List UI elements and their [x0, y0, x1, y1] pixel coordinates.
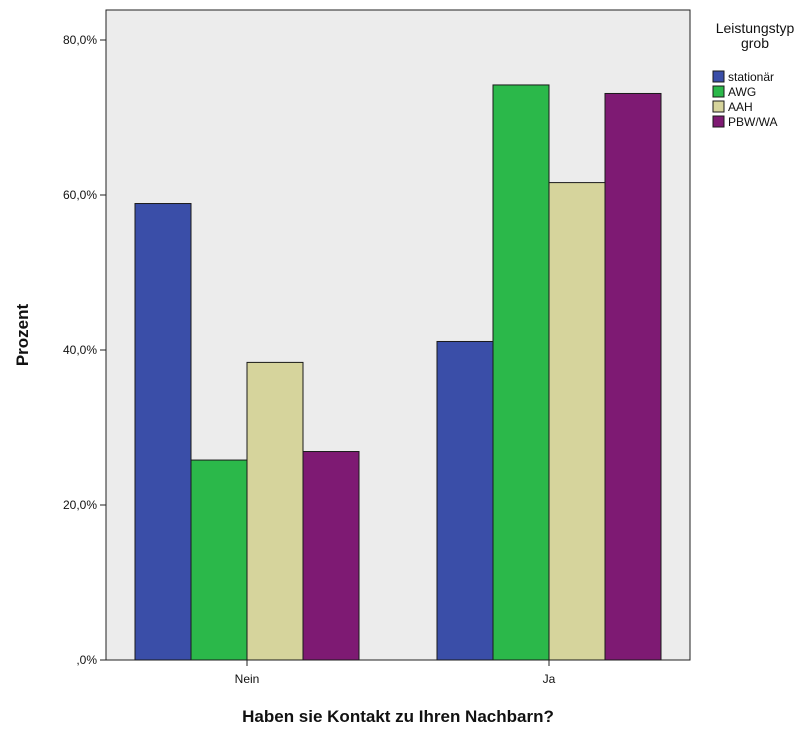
- legend-swatch: [712, 70, 725, 83]
- legend-label: PBW/WA: [728, 115, 778, 129]
- y-tick-label: ,0%: [76, 653, 97, 667]
- legend-swatch: [712, 85, 725, 98]
- y-axis-title: Prozent: [13, 303, 32, 366]
- bar-aah-ja: [548, 182, 606, 661]
- bar-station-r-nein: [134, 203, 192, 661]
- x-axis: Nein Ja: [235, 660, 556, 686]
- bar-pbw-wa-ja: [604, 92, 662, 661]
- legend-label: AWG: [728, 85, 756, 99]
- x-axis-title: Haben sie Kontakt zu Ihren Nachbarn?: [242, 707, 554, 726]
- bars-group: [134, 84, 662, 661]
- legend-swatch: [712, 115, 725, 128]
- legend-swatch: [712, 100, 725, 113]
- bar-aah-nein: [246, 361, 304, 661]
- y-tick-label: 60,0%: [63, 188, 97, 202]
- y-tick-label: 80,0%: [63, 33, 97, 47]
- y-tick-label: 20,0%: [63, 498, 97, 512]
- legend-label: stationär: [728, 70, 774, 84]
- bar-pbw-wa-nein: [302, 451, 360, 661]
- legend-title: Leistungstyp: [716, 20, 795, 36]
- x-tick-label: Ja: [543, 672, 556, 686]
- bar-awg-ja: [492, 84, 550, 661]
- legend-title: grob: [741, 35, 769, 51]
- bar-station-r-ja: [436, 340, 494, 661]
- legend-label: AAH: [728, 100, 753, 114]
- x-tick-label: Nein: [235, 672, 260, 686]
- bar-awg-nein: [190, 459, 248, 661]
- y-axis: ,0% 20,0% 40,0% 60,0% 80,0%: [63, 33, 106, 667]
- y-tick-label: 40,0%: [63, 343, 97, 357]
